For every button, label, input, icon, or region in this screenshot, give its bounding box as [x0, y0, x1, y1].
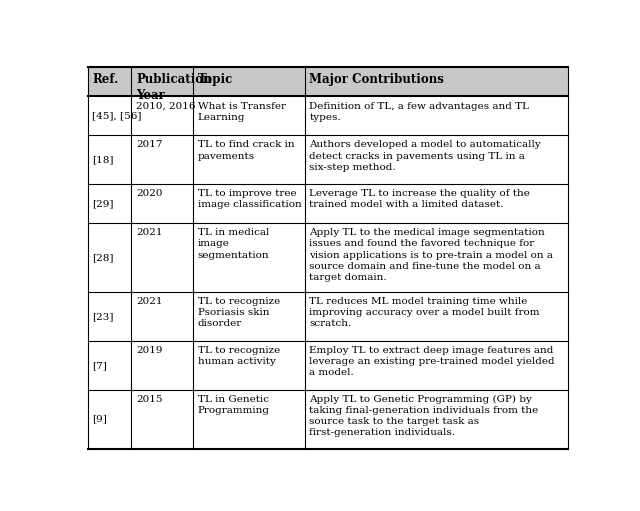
- Text: Apply TL to Genetic Programming (GP) by
taking final-generation individuals from: Apply TL to Genetic Programming (GP) by …: [309, 395, 538, 437]
- Text: TL in medical
image
segmentation: TL in medical image segmentation: [198, 228, 269, 260]
- Text: Leverage TL to increase the quality of the
trained model with a limited dataset.: Leverage TL to increase the quality of t…: [309, 190, 530, 210]
- Bar: [88, 67, 568, 97]
- Text: 2019: 2019: [136, 346, 163, 355]
- Text: TL reduces ML model training time while
improving accuracy over a model built fr: TL reduces ML model training time while …: [309, 297, 540, 329]
- Text: Employ TL to extract deep image features and
leverage an existing pre-trained mo: Employ TL to extract deep image features…: [309, 346, 555, 377]
- Text: [29]: [29]: [92, 199, 114, 208]
- Text: 2021: 2021: [136, 228, 163, 237]
- Text: Topic: Topic: [198, 73, 233, 86]
- Text: [18]: [18]: [92, 155, 114, 165]
- Text: [28]: [28]: [92, 253, 114, 262]
- Text: 2020: 2020: [136, 190, 163, 198]
- Text: [9]: [9]: [92, 415, 108, 424]
- Bar: [88, 341, 568, 390]
- Text: TL to improve tree
image classification: TL to improve tree image classification: [198, 190, 301, 210]
- Text: What is Transfer
Learning: What is Transfer Learning: [198, 102, 286, 122]
- Text: 2010, 2016: 2010, 2016: [136, 102, 196, 110]
- Text: Major Contributions: Major Contributions: [309, 73, 444, 86]
- Text: [45], [56]: [45], [56]: [92, 111, 142, 121]
- Bar: [88, 223, 568, 292]
- Text: TL to find crack in
pavements: TL to find crack in pavements: [198, 141, 294, 160]
- Bar: [88, 184, 568, 223]
- Text: Authors developed a model to automatically
detect cracks in pavements using TL i: Authors developed a model to automatical…: [309, 141, 541, 172]
- Text: TL in Genetic
Programming: TL in Genetic Programming: [198, 395, 270, 415]
- Text: Ref.: Ref.: [92, 73, 118, 86]
- Text: Definition of TL, a few advantages and TL
types.: Definition of TL, a few advantages and T…: [309, 102, 529, 122]
- Bar: [88, 135, 568, 184]
- Text: Apply TL to the medical image segmentation
issues and found the favored techniqu: Apply TL to the medical image segmentati…: [309, 228, 554, 282]
- Text: TL to recognize
Psoriasis skin
disorder: TL to recognize Psoriasis skin disorder: [198, 297, 280, 329]
- Text: [7]: [7]: [92, 361, 108, 370]
- Text: 2015: 2015: [136, 395, 163, 404]
- Text: 2017: 2017: [136, 141, 163, 150]
- Bar: [88, 292, 568, 341]
- Text: [23]: [23]: [92, 312, 114, 321]
- Bar: [88, 390, 568, 449]
- Bar: [88, 97, 568, 135]
- Text: TL to recognize
human activity: TL to recognize human activity: [198, 346, 280, 366]
- Text: Publication
Year: Publication Year: [136, 73, 212, 102]
- Text: 2021: 2021: [136, 297, 163, 306]
